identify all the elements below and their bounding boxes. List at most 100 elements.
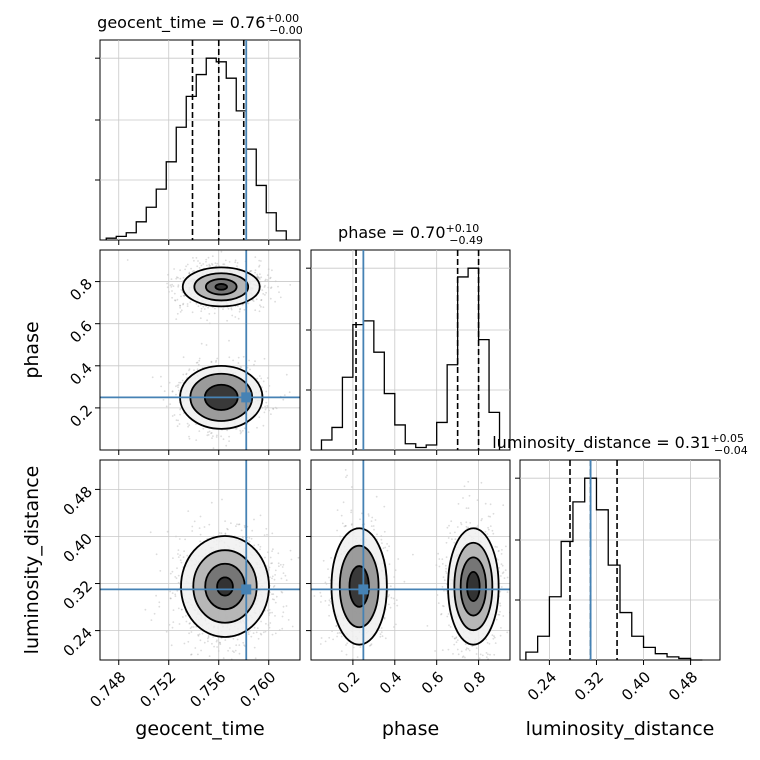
sample-point xyxy=(208,265,211,267)
sample-point xyxy=(500,575,502,577)
sample-point xyxy=(264,556,266,559)
sample-point xyxy=(254,360,256,363)
sample-point xyxy=(503,577,506,579)
sample-point xyxy=(392,597,395,600)
sample-point xyxy=(163,390,166,393)
sample-point xyxy=(253,646,256,649)
sample-point xyxy=(269,277,271,280)
sample-point xyxy=(178,623,181,625)
sample-point xyxy=(297,556,300,559)
sample-point xyxy=(285,373,288,376)
sample-point xyxy=(475,653,478,655)
sample-point xyxy=(205,260,207,263)
sample-point xyxy=(502,615,505,617)
sample-point xyxy=(181,379,184,382)
sample-point xyxy=(184,268,187,271)
sample-point xyxy=(199,262,201,265)
sample-point xyxy=(260,377,263,380)
sample-point xyxy=(197,363,200,366)
sample-point xyxy=(324,581,327,584)
sample-point xyxy=(232,359,235,362)
sample-point xyxy=(169,572,172,575)
sample-point xyxy=(272,407,274,410)
chart-marks-layer: geocent_time = 0.76+0.00 −0.00 phase = 0.7… xyxy=(21,12,748,740)
sample-point xyxy=(188,369,190,372)
sample-point xyxy=(257,637,260,640)
sample-point xyxy=(463,485,466,488)
sample-point xyxy=(256,276,259,279)
hist-frame-phase xyxy=(310,249,511,451)
sample-point xyxy=(487,515,490,518)
sample-point xyxy=(231,314,234,317)
sample-point xyxy=(177,285,180,288)
sample-point xyxy=(381,635,384,638)
sample-point xyxy=(499,590,502,593)
sample-point xyxy=(172,621,175,623)
sample-point xyxy=(452,653,454,655)
panel-title-sub-geocent_time: −0.00 xyxy=(269,24,303,37)
sample-point xyxy=(455,641,458,644)
sample-point xyxy=(239,429,242,432)
sample-point xyxy=(170,286,173,288)
panel-title-text-phase: phase = 0.70 xyxy=(338,223,445,242)
sample-point xyxy=(228,440,231,442)
sample-point xyxy=(192,626,195,628)
truth-marker-2 xyxy=(358,584,369,595)
sample-point xyxy=(205,258,208,261)
sample-point xyxy=(277,285,279,288)
sample-point xyxy=(372,525,375,527)
sample-point xyxy=(489,515,491,518)
sample-point xyxy=(239,668,241,670)
sample-point xyxy=(153,612,156,615)
sample-point xyxy=(155,553,158,556)
sample-point xyxy=(390,596,393,599)
sample-point xyxy=(438,565,441,568)
sample-point xyxy=(441,586,444,588)
sample-point xyxy=(445,556,448,559)
sample-point xyxy=(180,295,182,298)
truth-marker-0 xyxy=(241,392,252,403)
panel-frame-2 xyxy=(310,459,511,661)
sample-point xyxy=(484,689,486,691)
sample-point xyxy=(224,259,227,262)
sample-point xyxy=(487,526,489,529)
sample-point xyxy=(457,653,460,656)
sample-point xyxy=(198,527,201,529)
sample-point xyxy=(233,651,235,653)
sample-point xyxy=(361,512,363,515)
sample-point xyxy=(484,530,487,533)
sample-point xyxy=(176,384,179,387)
sample-point xyxy=(472,661,474,663)
sample-point xyxy=(283,394,286,396)
sample-point xyxy=(211,642,213,645)
sample-point xyxy=(437,552,439,555)
sample-point xyxy=(209,265,212,267)
sample-point xyxy=(386,549,389,552)
sample-point xyxy=(235,427,238,430)
sample-point xyxy=(497,559,499,561)
sample-point xyxy=(493,636,496,639)
ytick-label-phase-1: 0.4 xyxy=(66,359,96,389)
sample-point xyxy=(263,286,266,288)
sample-point xyxy=(374,519,377,521)
sample-point xyxy=(456,648,459,651)
sample-point xyxy=(341,665,343,667)
sample-point xyxy=(383,616,386,619)
sample-point xyxy=(465,648,467,651)
sample-point xyxy=(480,481,483,484)
panel-title-geocent_time: geocent_time = 0.76+0.00 −0.00 xyxy=(97,12,303,37)
sample-point xyxy=(158,605,161,608)
sample-point xyxy=(340,514,343,517)
sample-point xyxy=(210,360,213,363)
sample-point xyxy=(454,637,456,640)
sample-point xyxy=(263,357,266,360)
sample-point xyxy=(460,677,462,679)
sample-point xyxy=(254,309,257,312)
sample-point xyxy=(313,595,316,597)
sample-point xyxy=(215,264,218,267)
sample-point xyxy=(224,532,227,535)
sample-point xyxy=(171,290,173,292)
sample-point xyxy=(177,549,180,551)
sample-point xyxy=(252,632,255,634)
sample-point xyxy=(177,284,180,286)
